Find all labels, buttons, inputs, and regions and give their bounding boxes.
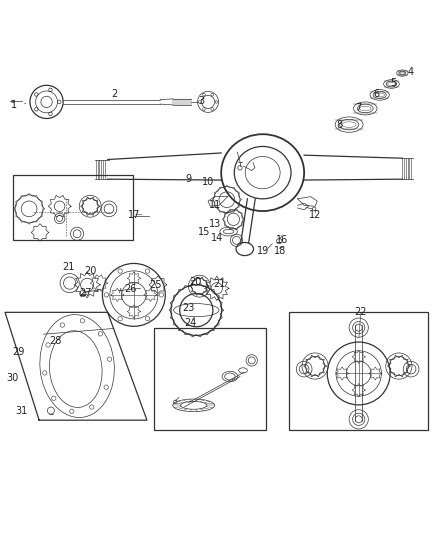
Text: 2: 2 <box>111 89 117 99</box>
Text: 10: 10 <box>202 177 214 187</box>
Text: 7: 7 <box>356 103 362 114</box>
Bar <box>289 312 427 430</box>
Text: 4: 4 <box>408 67 414 77</box>
Text: 11: 11 <box>208 200 221 211</box>
Text: 15: 15 <box>198 227 210 237</box>
Text: 12: 12 <box>309 210 321 220</box>
Text: 13: 13 <box>208 219 221 229</box>
Text: 22: 22 <box>355 308 367 317</box>
Text: 21: 21 <box>62 262 74 272</box>
Text: 18: 18 <box>274 246 286 256</box>
Text: 1: 1 <box>11 100 17 110</box>
Text: 20: 20 <box>189 277 201 287</box>
Text: 9: 9 <box>185 174 191 184</box>
Text: 27: 27 <box>80 288 92 298</box>
Text: 19: 19 <box>257 246 269 256</box>
Text: 31: 31 <box>15 407 28 416</box>
Text: 17: 17 <box>127 210 140 220</box>
Bar <box>153 328 266 430</box>
Text: 26: 26 <box>125 284 137 294</box>
Text: 25: 25 <box>149 280 162 290</box>
Text: 28: 28 <box>49 336 61 346</box>
Bar <box>13 175 133 240</box>
Text: 6: 6 <box>373 89 379 99</box>
Text: 24: 24 <box>184 318 197 328</box>
Text: 21: 21 <box>213 279 225 289</box>
Text: 23: 23 <box>182 303 194 313</box>
Text: 8: 8 <box>336 119 342 130</box>
Text: 29: 29 <box>12 346 25 357</box>
Text: 30: 30 <box>7 373 19 383</box>
Text: 20: 20 <box>84 266 96 276</box>
Text: 14: 14 <box>211 233 223 243</box>
Text: 5: 5 <box>391 78 397 88</box>
Text: 3: 3 <box>198 95 205 106</box>
Text: 16: 16 <box>276 235 289 245</box>
